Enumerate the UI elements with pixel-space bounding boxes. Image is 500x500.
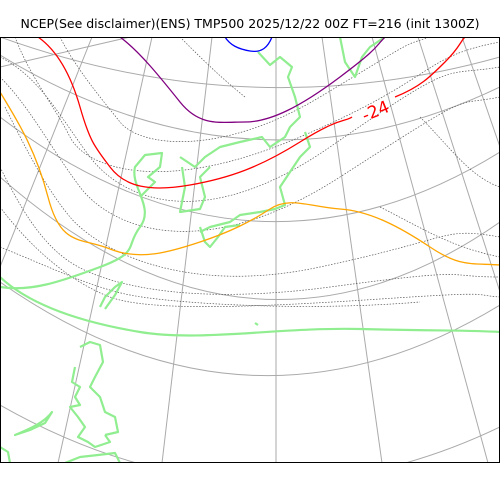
meridian-line [0,37,131,68]
ensemble-line [0,206,500,308]
ensemble-line [4,106,500,277]
parallel-line [0,37,500,89]
graticule-meridians [0,37,500,463]
coastline [99,280,124,310]
map-frame: -24 [0,37,500,463]
ensemble-line [59,37,431,142]
contour-red [37,37,466,189]
map-title: NCEP(See disclaimer)(ENS) TMP500 2025/12… [20,16,480,31]
meridian-line [161,37,213,463]
meridian-line [417,37,500,293]
ensemble-line [179,37,246,98]
coastline [0,151,164,290]
parallel-line [0,404,500,463]
meridian-line [461,37,500,148]
contour-blue [224,37,273,53]
parallel-line [0,54,500,141]
coastline [68,366,112,449]
ensemble-line [14,37,500,172]
coastline [199,131,312,233]
meridian-line [57,37,153,463]
ensemble-line [0,56,500,202]
parallel-line [0,176,500,301]
meridian-line [0,37,93,268]
ensemble-line [0,166,500,295]
temperature-contours [0,37,500,266]
ensemble-contours [0,37,500,308]
coastline [13,410,54,437]
coastline [338,37,386,79]
coastline [254,322,259,326]
coastlines [0,37,500,463]
coastline [0,446,12,463]
coastline [79,340,120,437]
parallel-line [0,281,500,377]
graticule-parallels [0,37,500,463]
meridian-line [321,37,383,463]
coastline [0,276,500,337]
ensemble-line [379,206,500,258]
contour-purple [119,37,386,124]
contour-orange [0,91,500,266]
coastline [178,166,211,214]
contour-label-minus-24: -24 [359,97,392,126]
ensemble-line [0,246,421,307]
map-canvas: -24 [0,37,500,463]
meridian-line [371,37,489,463]
ensemble-line [0,76,500,232]
coastline [64,451,121,463]
ensemble-line [419,116,500,188]
coastline [179,51,302,169]
parallel-line [0,116,500,223]
coastline [198,223,241,249]
